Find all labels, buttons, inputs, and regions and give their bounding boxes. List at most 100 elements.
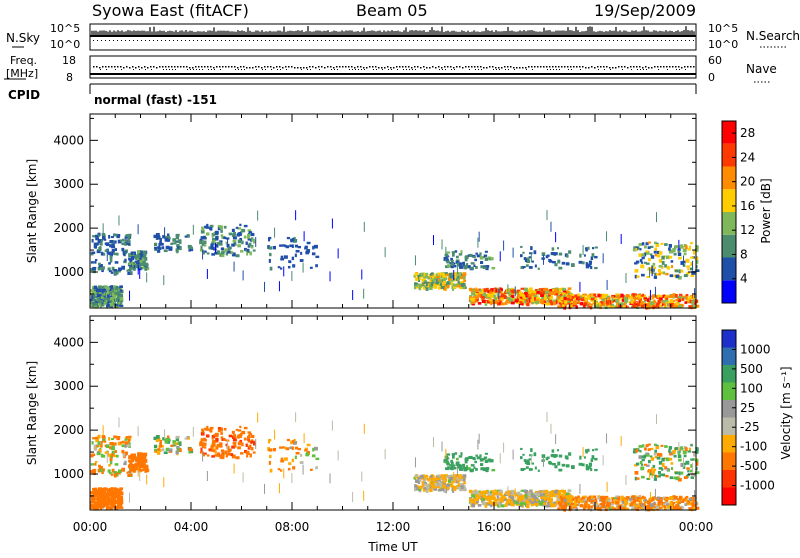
power-echo: [557, 247, 559, 249]
power-echo: [530, 246, 532, 250]
velocity-echo: [249, 453, 251, 457]
velocity-echo: [689, 498, 693, 501]
power-echo: [312, 246, 314, 250]
nsearch-sample: [561, 40, 562, 41]
nave-sample: [265, 69, 266, 70]
velocity-echo: [480, 458, 484, 462]
velocity-echo: [169, 448, 173, 451]
power-echo: [211, 247, 214, 250]
velocity-echo: [687, 450, 691, 452]
power-echo: [501, 294, 504, 298]
power-echo: [414, 286, 416, 290]
power-echo: [653, 263, 656, 266]
power-echo: [238, 240, 241, 244]
velocity-echo: [220, 431, 223, 434]
nsearch-sample: [645, 40, 646, 41]
velocity-echo: [547, 502, 549, 505]
velocity-echo: [525, 497, 528, 499]
nave-sample: [364, 69, 365, 70]
power-echo: [558, 267, 562, 270]
nsearch-label: N.Search: [746, 29, 800, 43]
nsearch-sample: [473, 40, 474, 41]
power-echo: [300, 259, 304, 262]
power-echo: [691, 301, 694, 305]
power-echo: [237, 233, 240, 237]
freq-sample: [678, 66, 680, 68]
power-echo: [554, 263, 557, 266]
velocity-echo: [103, 468, 105, 471]
power-echo: [175, 240, 177, 243]
power-echo: [257, 211, 258, 221]
power-echo: [109, 240, 113, 243]
power-echo: [270, 267, 273, 271]
power-echo: [522, 252, 524, 254]
velocity-echo: [133, 464, 135, 466]
nave-sample: [331, 69, 332, 70]
velocity-echo: [418, 486, 422, 489]
power-echo: [686, 265, 690, 267]
freq-sample: [555, 66, 557, 68]
nsearch-sample: [517, 40, 518, 41]
freq-sample: [510, 66, 512, 68]
velocity-echo: [509, 501, 513, 504]
nsearch-sample: [397, 40, 398, 41]
power-echo: [310, 267, 313, 269]
power-echo: [157, 246, 160, 248]
power-echo: [471, 298, 475, 302]
power-echo: [582, 261, 585, 264]
velocity-echo: [105, 502, 107, 505]
power-echo: [415, 272, 419, 275]
power-echo: [521, 288, 525, 290]
power-echo: [314, 245, 318, 249]
velocity-echo: [463, 481, 466, 484]
freq-sample: [642, 67, 644, 69]
velocity-echo: [552, 463, 556, 465]
velocity-echo: [561, 499, 563, 503]
power-echo: [442, 274, 445, 278]
y-tick-label: 3000: [53, 177, 84, 191]
velocity-echo: [94, 445, 97, 448]
velocity-echo: [654, 450, 657, 453]
velocity-echo: [558, 469, 562, 472]
power-echo: [529, 266, 533, 269]
power-echo: [479, 232, 480, 242]
power-echo: [110, 285, 113, 289]
velocity-echo: [447, 463, 450, 466]
power-echo: [531, 252, 532, 262]
velocity-echo: [525, 461, 527, 464]
power-echo: [296, 250, 300, 253]
velocity-echo: [422, 481, 424, 484]
freq-sample: [639, 66, 641, 68]
nsearch-sample: [277, 40, 278, 41]
nsearch-sample: [357, 40, 358, 41]
nsearch-sample: [653, 40, 654, 41]
power-echo: [244, 225, 248, 227]
nsearch-sample: [313, 40, 314, 41]
freq-sample: [621, 66, 623, 68]
velocity-echo: [230, 453, 233, 456]
power-echo: [515, 299, 518, 302]
power-echo: [433, 235, 434, 245]
freq-sample: [420, 67, 422, 69]
velocity-echo: [113, 471, 117, 474]
nsearch-sample: [525, 40, 526, 41]
velocity-echo: [578, 503, 580, 505]
power-echo: [106, 242, 109, 246]
power-echo: [654, 251, 657, 254]
power-echo: [612, 296, 614, 298]
freq-sample: [597, 66, 599, 68]
power-echo: [654, 242, 657, 245]
velocity-data-layer: [90, 412, 699, 512]
velocity-echo: [617, 497, 620, 500]
power-echo: [227, 251, 230, 254]
velocity-echo: [670, 501, 673, 505]
power-echo: [665, 273, 668, 275]
power-echo: [551, 296, 553, 299]
nsearch-sample: [509, 40, 510, 41]
power-echo: [115, 248, 117, 251]
velocity-echo: [116, 506, 118, 508]
power-echo: [121, 266, 125, 270]
freq-sample: [693, 66, 695, 68]
nave-sample: [121, 69, 122, 70]
